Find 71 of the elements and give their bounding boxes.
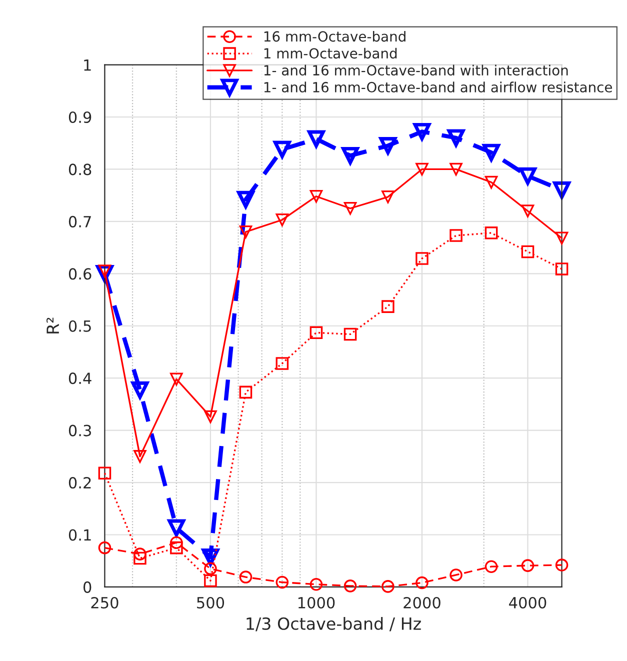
point: [450, 568, 462, 582]
point: [276, 213, 289, 226]
y-tick-label: 0.2: [68, 476, 91, 489]
point: [204, 574, 217, 588]
point: [239, 386, 252, 399]
y-tick-label: 0.5: [68, 320, 91, 332]
y-axis-title: R²: [46, 318, 59, 334]
y-tick-label: 0: [83, 581, 92, 593]
point: [450, 162, 462, 176]
point: [310, 326, 323, 340]
point: [134, 450, 146, 463]
point: [276, 357, 289, 370]
point: [98, 541, 112, 554]
point: [521, 559, 534, 572]
x-tick-label: 250: [91, 596, 118, 609]
point: [276, 576, 289, 589]
point: [237, 190, 254, 208]
point: [484, 560, 498, 573]
point: [450, 229, 462, 242]
point: [413, 122, 431, 140]
x-tick-label: 500: [197, 596, 224, 609]
x-tick-label: 2000: [404, 596, 440, 609]
point: [342, 146, 359, 164]
point: [274, 140, 291, 158]
point: [521, 204, 534, 218]
point: [170, 541, 183, 554]
y-tick-label: 0.9: [68, 111, 92, 124]
point: [484, 226, 498, 240]
point: [204, 562, 217, 576]
point: [555, 232, 568, 245]
point: [555, 262, 568, 276]
legend-label: 1 mm-Octave-band: [264, 48, 397, 59]
point: [170, 372, 183, 386]
y-tick-label: 0.7: [68, 216, 91, 228]
point: [519, 167, 536, 185]
point: [482, 144, 500, 162]
legend-label: 1- and 16 mm-Octave-band and airflow resistance: [264, 82, 612, 92]
legend-label: 1- and 16 mm-Octave-band with interaction: [264, 64, 568, 76]
x-tick-label: 4000: [509, 596, 546, 609]
point: [555, 558, 568, 572]
point: [344, 202, 357, 215]
point: [484, 176, 498, 189]
point: [310, 578, 323, 591]
x-tick-label: 1000: [298, 596, 335, 609]
point: [310, 190, 323, 203]
point: [344, 580, 357, 592]
point: [204, 410, 217, 424]
point: [98, 466, 112, 480]
point: [134, 548, 146, 560]
point: [170, 536, 183, 549]
point: [521, 245, 534, 258]
point: [447, 129, 465, 147]
y-tick-label: 0.8: [68, 164, 92, 176]
point: [134, 552, 146, 565]
point: [239, 570, 252, 584]
point: [416, 162, 428, 176]
y-tick-label: 0.1: [68, 529, 91, 541]
y-tick-label: 0.3: [68, 424, 91, 436]
point: [416, 576, 428, 590]
y-tick-label: 0.6: [68, 268, 92, 280]
point: [416, 252, 428, 265]
x-axis-title: 1/3 Octave-band / Hz: [246, 617, 421, 632]
point: [131, 381, 149, 399]
legend-label: 16 mm-Octave-band: [264, 30, 406, 42]
y-tick-label: 0.4: [68, 372, 92, 384]
point: [168, 519, 186, 537]
point: [239, 225, 252, 238]
point: [308, 130, 325, 148]
y-tick-label: 1: [84, 59, 91, 71]
point: [344, 328, 357, 341]
point: [553, 181, 570, 199]
